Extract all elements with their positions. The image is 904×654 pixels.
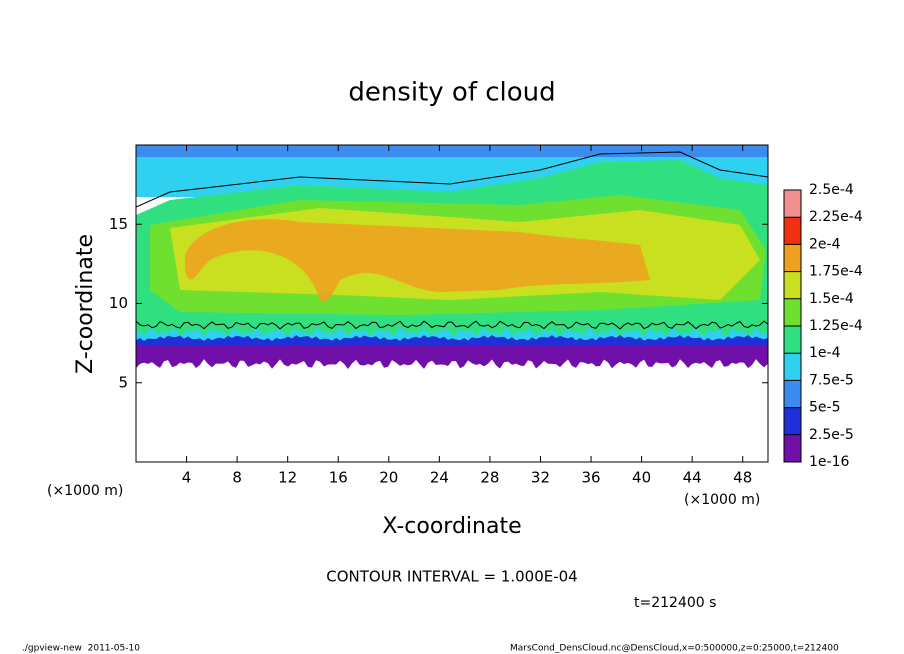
field-region (135, 151, 769, 208)
colorbar-band (784, 190, 801, 218)
colorbar-label: 1e-16 (809, 454, 849, 470)
x-axis-label: X-coordinate (382, 514, 521, 539)
x-tick-label: 8 (232, 469, 242, 487)
y-tick-label: 15 (109, 215, 128, 233)
colorbar-band (784, 271, 801, 299)
x-tick-label: 32 (531, 469, 550, 487)
colorbar-band (784, 244, 801, 272)
colorbar-label: 1e-4 (809, 345, 841, 361)
time-label: t=212400 s (634, 595, 716, 611)
colorbar-band (784, 380, 801, 408)
x-tick-label: 4 (182, 469, 192, 487)
colorbar-band (784, 407, 801, 435)
footer-left: ./gpview-new 2011-05-10 (22, 644, 140, 654)
colorbar-band (784, 353, 801, 381)
y-tick-label: 5 (118, 373, 128, 391)
field-region (136, 346, 768, 369)
x-tick-label: 16 (329, 469, 348, 487)
colorbar-label: 2.5e-4 (809, 182, 854, 198)
colorbar-band (784, 326, 801, 354)
x-tick-label: 48 (733, 469, 752, 487)
x-tick-label: 36 (581, 469, 600, 487)
y-tick-label: 10 (109, 294, 128, 312)
y-axis-label: Z-coordinate (73, 234, 98, 374)
colorbar-label: 2e-4 (809, 236, 841, 252)
colorbar-band (784, 298, 801, 326)
colorbar-label: 1.25e-4 (809, 318, 863, 334)
colorbar-label: 5e-5 (809, 400, 840, 416)
colorbar-label: 1.75e-4 (809, 264, 863, 280)
colorbar-band (784, 434, 801, 462)
x-tick-label: 44 (683, 469, 702, 487)
x-unit-label: (×1000 m) (47, 483, 123, 499)
field-region (185, 219, 650, 302)
x-unit-label: (×1000 m) (684, 492, 760, 508)
chart-title: density of cloud (348, 78, 555, 108)
colorbar-band (784, 217, 801, 245)
footer-right: MarsCond_DensCloud.nc@DensCloud,x=0:5000… (510, 644, 839, 654)
x-tick-label: 20 (379, 469, 398, 487)
field (135, 145, 769, 369)
colorbar-label: 1.5e-4 (809, 291, 854, 307)
x-tick-label: 12 (278, 469, 297, 487)
x-tick-label: 28 (480, 469, 499, 487)
x-tick-label: 24 (430, 469, 449, 487)
x-tick-label: 40 (632, 469, 651, 487)
contour-interval: CONTOUR INTERVAL = 1.000E-04 (326, 568, 577, 586)
field-region (135, 320, 769, 330)
colorbar-label: 2.25e-4 (809, 209, 863, 225)
colorbar-label: 7.5e-5 (809, 372, 854, 388)
colorbar-label: 2.5e-5 (809, 427, 854, 443)
